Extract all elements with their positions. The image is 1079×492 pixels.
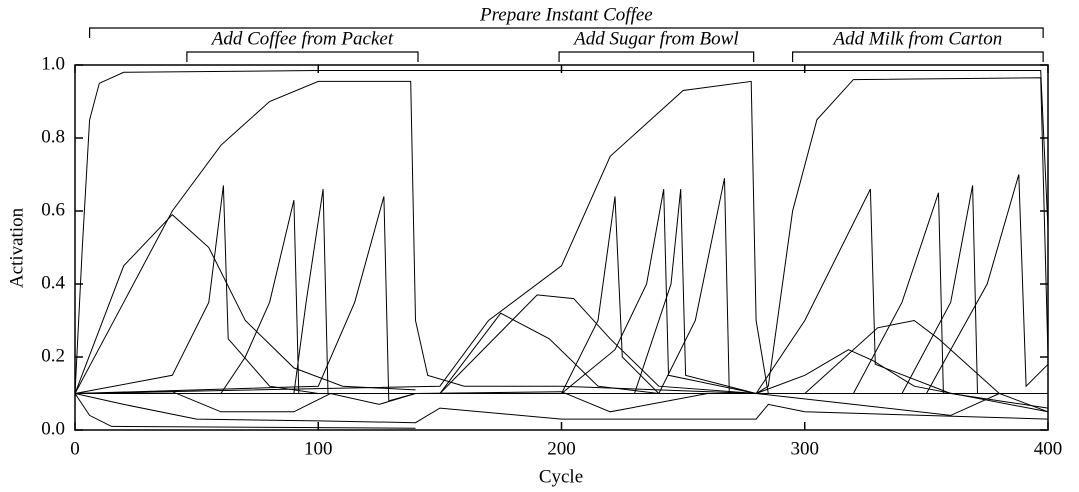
series-line: [561, 189, 757, 394]
series-line: [74, 214, 416, 394]
y-tick-label: 1.0: [41, 53, 65, 74]
annotation-label: Add Milk from Carton: [832, 28, 1003, 49]
x-tick-label: 400: [1034, 438, 1063, 459]
annotation-bracket: [791, 51, 1044, 62]
series-line: [658, 178, 805, 394]
x-tick-label: 300: [791, 438, 820, 459]
series-line: [74, 80, 1048, 394]
annotation-bracket: [88, 27, 1044, 38]
series-line: [804, 319, 1049, 413]
x-tick-label: 100: [304, 438, 333, 459]
series-line: [74, 196, 416, 402]
series-line: [439, 294, 757, 394]
annotation-label: Add Sugar from Bowl: [572, 28, 739, 49]
x-tick-label: 0: [70, 438, 80, 459]
series-line: [74, 185, 416, 394]
y-tick-label: 0.6: [41, 199, 65, 220]
series-line: [74, 70, 1049, 394]
y-tick-label: 0.8: [41, 126, 65, 147]
series-line: [755, 349, 1049, 413]
annotation-bracket: [186, 51, 419, 62]
series-line: [74, 80, 1048, 394]
series-line: [755, 188, 1049, 409]
annotation-label: Prepare Instant Coffee: [479, 4, 653, 25]
y-axis-label: Activation: [6, 207, 27, 288]
series-line: [634, 189, 757, 394]
series-line: [901, 185, 1048, 394]
x-axis-label: Cycle: [539, 466, 583, 487]
annotation-label: Add Coffee from Packet: [210, 28, 394, 49]
series-line: [74, 393, 416, 429]
y-tick-label: 0.0: [41, 418, 65, 439]
plot-frame: [74, 64, 1049, 431]
series-line: [852, 192, 1048, 394]
series-line: [75, 189, 416, 394]
annotation-bracket: [558, 51, 755, 62]
series-line: [925, 174, 1049, 394]
y-tick-label: 0.2: [41, 345, 65, 366]
x-tick-label: 200: [547, 438, 576, 459]
series-line: [75, 77, 1049, 394]
y-tick-label: 0.4: [41, 272, 65, 293]
series-line: [74, 391, 1048, 416]
series-line: [74, 393, 1049, 424]
